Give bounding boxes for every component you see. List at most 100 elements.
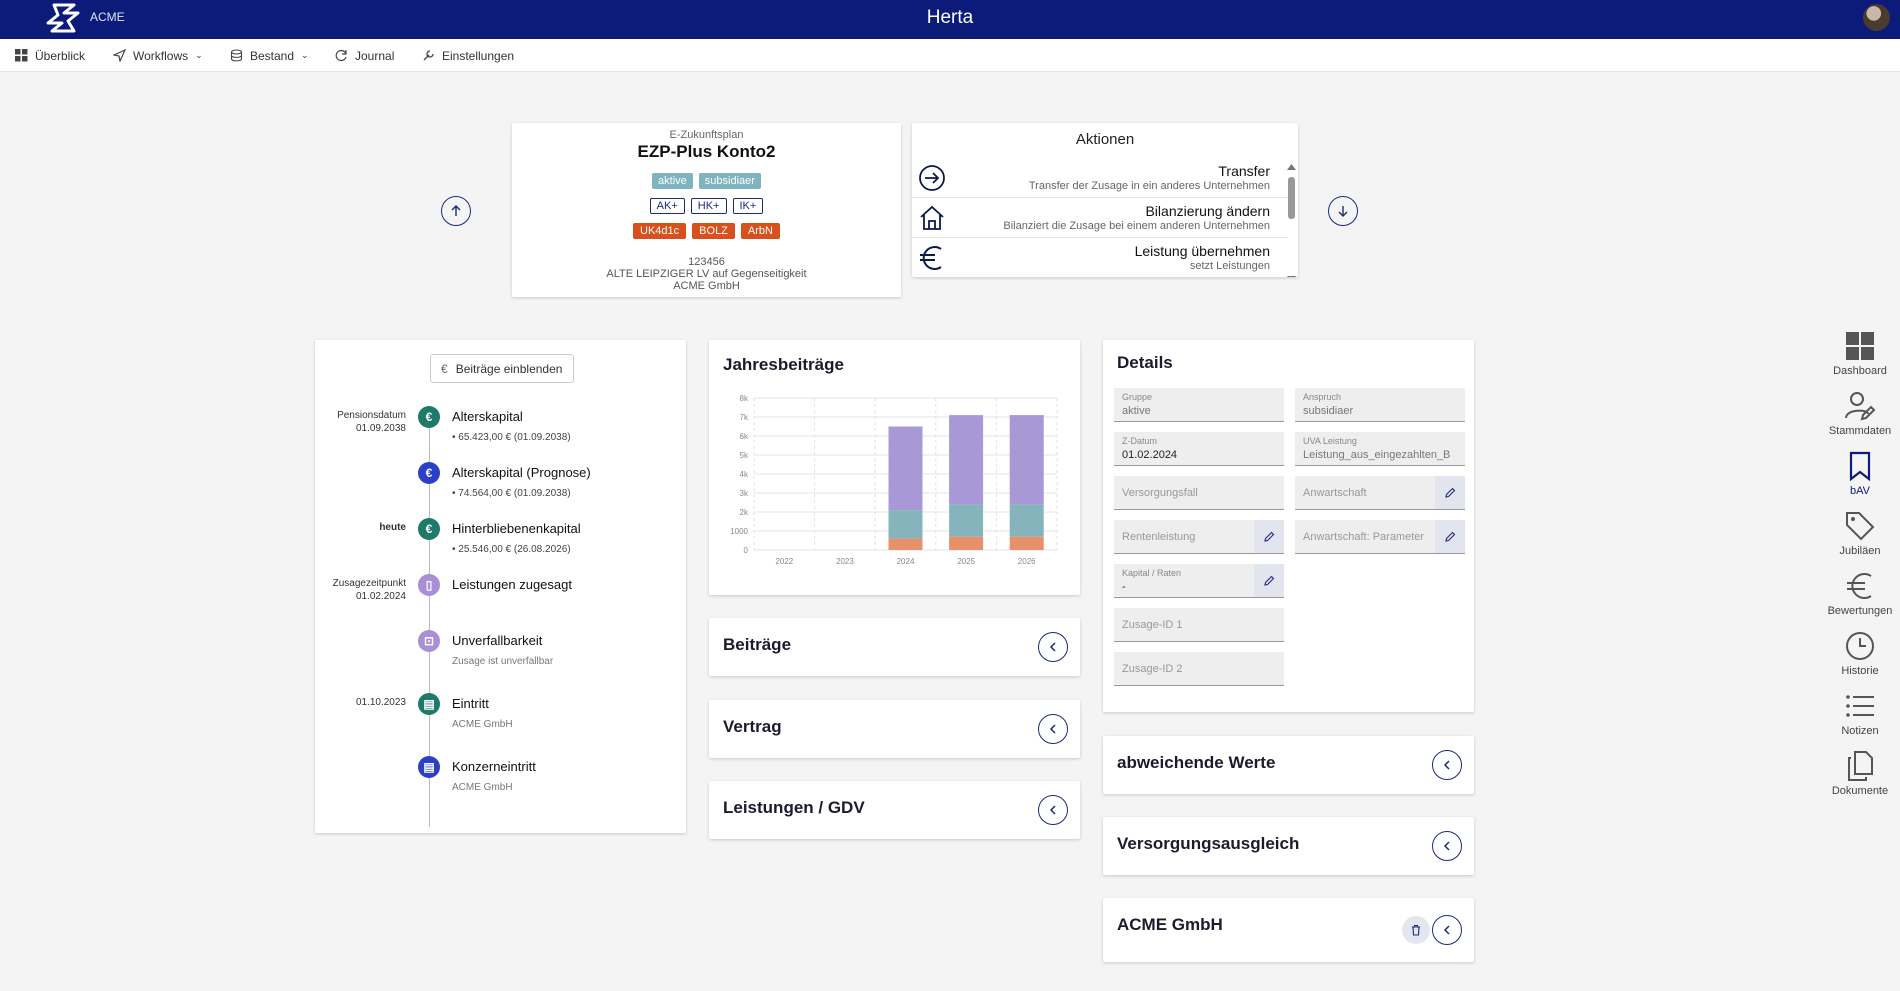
warning-badge: ArbN bbox=[740, 223, 780, 239]
field-uva-leistung[interactable]: UVA Leistung Leistung_aus_eingezahlten_B bbox=[1295, 432, 1465, 466]
nav-label: Bewertungen bbox=[1827, 605, 1893, 617]
menu-journal[interactable]: Journal bbox=[335, 39, 394, 72]
timeline-title: Konzerneintritt bbox=[452, 759, 536, 774]
section-vertrag: Vertrag bbox=[709, 700, 1080, 758]
timeline-date-value: 01.09.2038 bbox=[355, 423, 406, 434]
list-icon bbox=[1846, 695, 1874, 717]
nav-stammdaten[interactable]: Stammdaten bbox=[1820, 390, 1900, 446]
field-value: subsidiaer bbox=[1303, 405, 1354, 417]
action-leistung[interactable]: Leistung übernehmen setzt Leistungen bbox=[912, 238, 1288, 277]
y-tick-label: 4k bbox=[740, 470, 749, 479]
timeline-title: Leistungen zugesagt bbox=[452, 577, 572, 592]
menu-ueberblick[interactable]: Überblick bbox=[15, 39, 85, 72]
nav-bewertungen[interactable]: Bewertungen bbox=[1820, 570, 1900, 626]
nav-label: Notizen bbox=[1841, 725, 1879, 737]
field-value: - bbox=[1122, 581, 1126, 593]
bar-segment[interactable] bbox=[888, 426, 923, 511]
details-card: Details Gruppe aktive Anspruch subsidiae… bbox=[1103, 340, 1474, 712]
delete-button[interactable] bbox=[1402, 916, 1430, 944]
action-bilanzierung[interactable]: Bilanzierung ändern Bilanziert die Zusag… bbox=[912, 198, 1288, 238]
bar-segment[interactable] bbox=[949, 504, 984, 537]
nav-label: bAV bbox=[1850, 485, 1870, 497]
nav-notizen[interactable]: Notizen bbox=[1820, 690, 1900, 746]
bar-segment[interactable] bbox=[888, 538, 923, 550]
menu-workflows[interactable]: Workflows ⌄ bbox=[113, 39, 203, 72]
edit-button[interactable] bbox=[1254, 520, 1284, 553]
previous-button[interactable] bbox=[441, 196, 471, 226]
bar-segment[interactable] bbox=[1009, 504, 1044, 537]
nav-historie[interactable]: Historie bbox=[1820, 630, 1900, 686]
pencil-icon bbox=[1445, 531, 1456, 542]
scroll-up-icon[interactable] bbox=[1287, 163, 1296, 171]
field-kapital-raten[interactable]: Kapital / Raten - bbox=[1114, 564, 1284, 598]
bar-segment[interactable] bbox=[949, 536, 984, 550]
arrow-up-icon bbox=[451, 205, 461, 216]
menu-einstellungen[interactable]: Einstellungen bbox=[422, 39, 514, 72]
actions-scrollbar[interactable] bbox=[1286, 163, 1296, 277]
edit-button[interactable] bbox=[1254, 564, 1284, 597]
nav-jubilaeen[interactable]: Jubiläen bbox=[1820, 510, 1900, 566]
company-name: ACME GmbH bbox=[673, 280, 740, 292]
bar-segment[interactable] bbox=[1009, 415, 1044, 505]
nav-label: Historie bbox=[1841, 665, 1879, 677]
y-tick-label: 2k bbox=[740, 508, 749, 517]
menu-bar: Überblick Workflows ⌄ Bestand ⌄ Journal … bbox=[0, 39, 1900, 72]
bar-segment[interactable] bbox=[949, 415, 984, 505]
timeline-date-line: Zusagezeitpunkt bbox=[332, 578, 406, 589]
timeline-title: Eintritt bbox=[452, 696, 489, 711]
grid-icon bbox=[15, 49, 28, 62]
nav-bav[interactable]: bAV bbox=[1820, 450, 1900, 506]
bar-segment[interactable] bbox=[1009, 536, 1044, 550]
field-label: Kapital / Raten bbox=[1122, 568, 1182, 578]
field-placeholder: Versorgungsfall bbox=[1122, 487, 1198, 499]
edit-button[interactable] bbox=[1435, 520, 1465, 553]
menu-label: Journal bbox=[355, 48, 395, 63]
nav-dashboard[interactable]: Dashboard bbox=[1820, 330, 1900, 386]
avatar[interactable] bbox=[1863, 4, 1890, 31]
expand-button[interactable] bbox=[1432, 915, 1462, 945]
expand-button[interactable] bbox=[1038, 795, 1068, 825]
chevron-left-icon bbox=[1049, 724, 1056, 734]
edit-button[interactable] bbox=[1435, 476, 1465, 509]
logo-icon[interactable] bbox=[44, 1, 82, 35]
scroll-down-icon[interactable] bbox=[1287, 275, 1296, 277]
bar-segment[interactable] bbox=[888, 510, 923, 539]
next-button[interactable] bbox=[1328, 196, 1358, 226]
timeline-date-label: Zusagezeitpunkt 01.02.2024 bbox=[306, 577, 406, 603]
action-description: Transfer der Zusage in ein anderes Unter… bbox=[1028, 180, 1270, 192]
field-anspruch[interactable]: Anspruch subsidiaer bbox=[1295, 388, 1465, 422]
field-z-datum[interactable]: Z-Datum 01.02.2024 bbox=[1114, 432, 1284, 466]
nav-dokumente[interactable]: Dokumente bbox=[1820, 750, 1900, 806]
expand-button[interactable] bbox=[1432, 831, 1462, 861]
field-zusage-id-2[interactable]: Zusage-ID 2 bbox=[1114, 652, 1284, 686]
section-title: ACME GmbH bbox=[1117, 915, 1223, 934]
outline-tags: AK+ HK+ IK+ bbox=[512, 198, 901, 214]
warning-tags: UK4d1c BOLZ ArbN bbox=[512, 223, 901, 239]
action-transfer[interactable]: Transfer Transfer der Zusage in ein ande… bbox=[912, 158, 1288, 198]
field-versorgungsfall[interactable]: Versorgungsfall bbox=[1114, 476, 1284, 510]
field-rentenleistung[interactable]: Rentenleistung bbox=[1114, 520, 1284, 554]
nav-label: Dokumente bbox=[1831, 785, 1889, 797]
field-gruppe[interactable]: Gruppe aktive bbox=[1114, 388, 1284, 422]
timeline-marker-icon: € bbox=[418, 462, 440, 484]
field-zusage-id-1[interactable]: Zusage-ID 1 bbox=[1114, 608, 1284, 642]
y-tick-label: 3k bbox=[740, 489, 749, 498]
x-tick-label: 2023 bbox=[836, 557, 854, 566]
timeline-marker-icon: ▯ bbox=[418, 574, 440, 596]
field-anwartschaft[interactable]: Anwartschaft bbox=[1295, 476, 1465, 510]
scrollbar-thumb[interactable] bbox=[1288, 177, 1295, 219]
menu-bestand[interactable]: Bestand ⌄ bbox=[230, 39, 309, 72]
menu-label: Bestand bbox=[250, 48, 295, 63]
field-label: Anspruch bbox=[1303, 392, 1342, 402]
field-anwartschaft-parameter[interactable]: Anwartschaft: Parameter bbox=[1295, 520, 1465, 554]
x-tick-label: 2024 bbox=[897, 557, 915, 566]
chevron-left-icon bbox=[1443, 841, 1450, 851]
action-label: Bilanzierung ändern bbox=[1145, 203, 1270, 219]
expand-button[interactable] bbox=[1038, 632, 1068, 662]
expand-button[interactable] bbox=[1432, 750, 1462, 780]
expand-button[interactable] bbox=[1038, 714, 1068, 744]
actions-title: Aktionen bbox=[1075, 131, 1135, 148]
show-contributions-button[interactable]: € Beiträge einblenden bbox=[430, 354, 574, 383]
euro-icon bbox=[1847, 573, 1872, 599]
euro-icon bbox=[920, 246, 942, 270]
